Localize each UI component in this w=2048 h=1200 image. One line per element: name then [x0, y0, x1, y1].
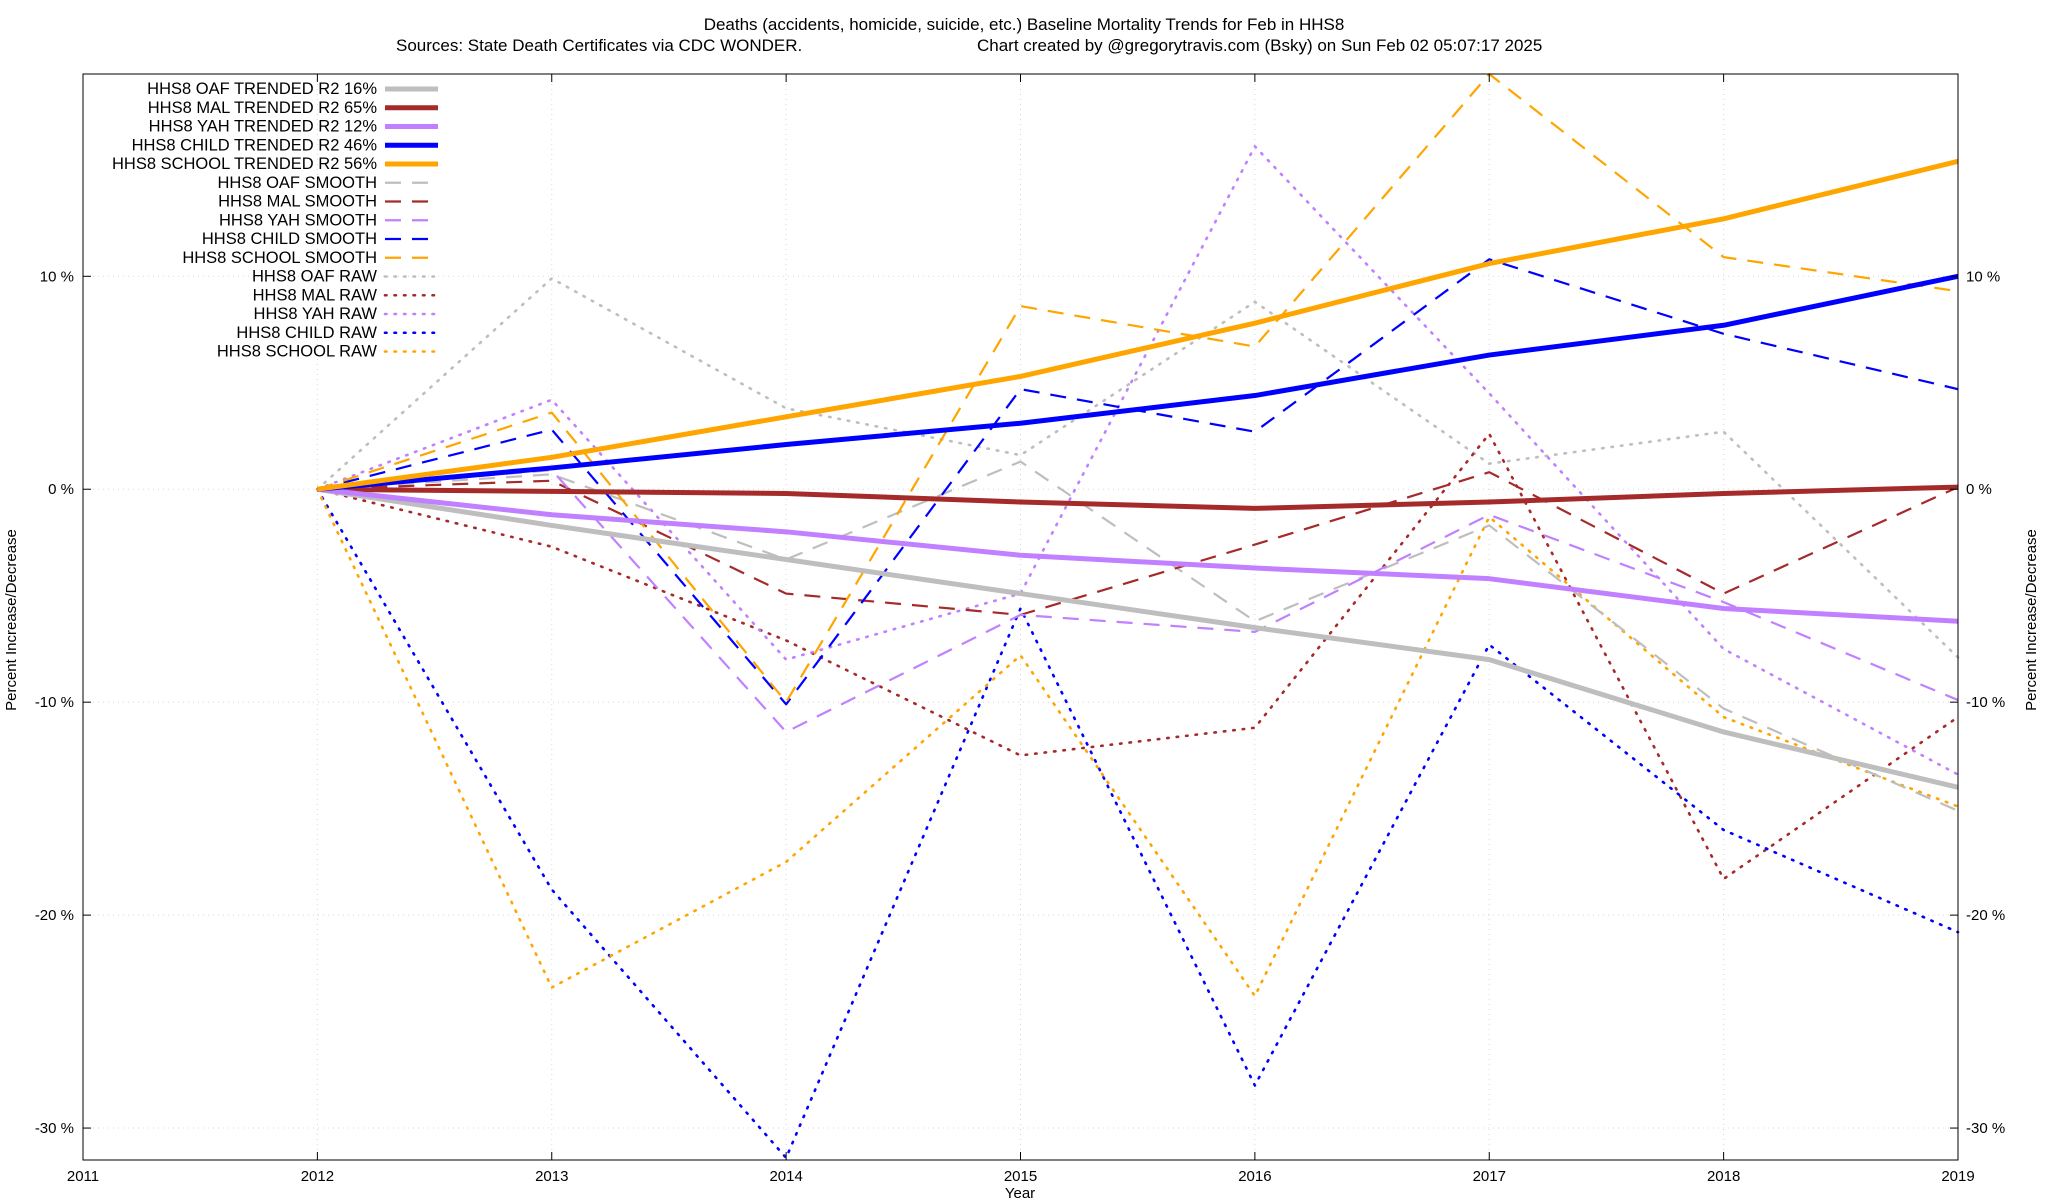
legend: HHS8 OAF TRENDED R2 16%HHS8 MAL TRENDED … [112, 80, 440, 361]
x-axis-label: Year [1005, 1185, 1035, 1200]
chart-title: Deaths (accidents, homicide, suicide, et… [704, 15, 1345, 34]
y-tick-label-left: -10 % [35, 694, 74, 711]
legend-label: HHS8 OAF TRENDED R2 16% [147, 80, 377, 98]
y-axis-label-left: Percent Increase/Decrease [3, 529, 20, 711]
series-line-hhs8-mal-trended-r2-65 [317, 484, 1959, 511]
x-tick-label: 2015 [1004, 1168, 1037, 1185]
legend-label: HHS8 SCHOOL TRENDED R2 56% [112, 155, 377, 173]
y-tick-label-right: -10 % [1966, 694, 2005, 711]
legend-label: HHS8 CHILD RAW [236, 324, 377, 342]
y-tick-label-right: 0 % [1966, 481, 1992, 498]
x-tick-label: 2014 [769, 1168, 802, 1185]
series-line-hhs8-mal-smooth [317, 471, 1959, 616]
series-line-hhs8-oaf-trended-r2-16 [316, 486, 1959, 790]
series-line-hhs8-oaf-smooth [317, 460, 1959, 812]
y-tick-label-right: 10 % [1966, 268, 2000, 285]
x-tick-label: 2019 [1941, 1168, 1974, 1185]
legend-label: HHS8 SCHOOL RAW [217, 343, 378, 361]
legend-label: HHS8 MAL TRENDED R2 65% [148, 99, 378, 117]
x-tick-label: 2012 [301, 1168, 334, 1185]
legend-label: HHS8 CHILD SMOOTH [202, 230, 377, 248]
series-line-hhs8-yah-raw [316, 145, 1960, 776]
legend-label: HHS8 YAH RAW [254, 305, 378, 323]
y-tick-label-left: -20 % [35, 907, 74, 924]
chart-source-note: Sources: State Death Certificates via CD… [396, 36, 802, 55]
series-line-hhs8-mal-raw [316, 432, 1960, 881]
y-tick-label-right: -20 % [1966, 907, 2005, 924]
axes: 2011 2012 2013 2014 2015 2016 2017 2018 2019 10 %… [35, 73, 2005, 1185]
legend-label: HHS8 YAH TRENDED R2 12% [149, 118, 378, 136]
series-line-hhs8-school-trended-r2-56 [317, 158, 1959, 492]
series-line-hhs8-child-trended-r2-46 [317, 273, 1959, 492]
series-lines [316, 72, 1960, 1160]
y-tick-label-left: 10 % [40, 268, 74, 285]
x-tick-label: 2018 [1707, 1168, 1740, 1185]
legend-label: HHS8 MAL SMOOTH [218, 193, 377, 211]
y-tick-label-left: -30 % [35, 1120, 74, 1137]
series-line-hhs8-yah-smooth [317, 468, 1959, 734]
legend-label: HHS8 YAH SMOOTH [219, 211, 377, 229]
legend-label: HHS8 SCHOOL SMOOTH [182, 249, 377, 267]
x-tick-label: 2013 [535, 1168, 568, 1185]
series-line-hhs8-oaf-raw [316, 277, 1960, 659]
legend-label: HHS8 OAF RAW [252, 268, 377, 286]
legend-label: HHS8 CHILD TRENDED R2 46% [132, 136, 378, 154]
x-tick-label: 2016 [1238, 1168, 1271, 1185]
x-tick-label: 2017 [1473, 1168, 1506, 1185]
y-axis-label-right: Percent Increase/Decrease [2023, 529, 2040, 711]
y-tick-label-right: -30 % [1966, 1120, 2005, 1137]
chart-credit-note: Chart created by @gregorytravis.com (Bsk… [977, 36, 1542, 55]
x-tick-label: 2011 [67, 1168, 99, 1185]
series-line-hhs8-yah-trended-r2-12 [317, 486, 1959, 624]
y-tick-label-left: 0 % [48, 481, 74, 498]
legend-label: HHS8 OAF SMOOTH [217, 174, 377, 192]
series-line-hhs8-child-raw [316, 487, 1960, 1160]
legend-label: HHS8 MAL RAW [253, 286, 378, 304]
